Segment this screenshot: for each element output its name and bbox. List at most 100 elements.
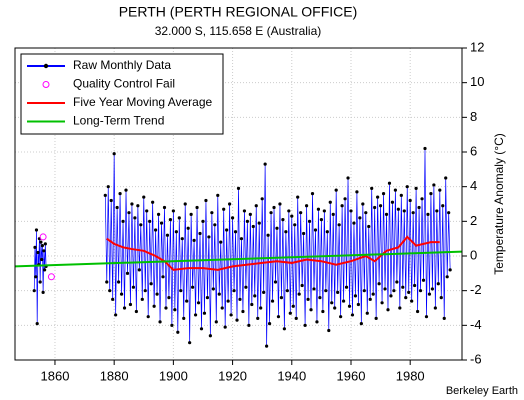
raw-point	[272, 205, 276, 210]
raw-point	[191, 285, 195, 289]
raw-point	[256, 316, 260, 320]
raw-point	[353, 294, 358, 298]
raw-point	[423, 146, 427, 151]
raw-point	[327, 328, 331, 333]
raw-point	[182, 316, 186, 320]
raw-point	[225, 228, 229, 232]
raw-point	[349, 209, 353, 213]
raw-point	[359, 322, 363, 326]
raw-point	[340, 204, 344, 208]
raw-point	[287, 209, 291, 213]
y-tick-label: 10	[470, 74, 484, 89]
raw-point	[373, 205, 377, 210]
raw-point	[429, 192, 433, 196]
raw-point	[115, 205, 119, 210]
raw-point	[347, 304, 352, 308]
raw-point	[213, 223, 217, 227]
raw-point	[337, 223, 341, 227]
raw-point	[288, 311, 292, 315]
raw-point	[408, 198, 412, 203]
raw-point	[217, 292, 221, 296]
raw-point	[285, 289, 289, 293]
raw-point	[257, 221, 261, 225]
raw-point	[168, 218, 173, 222]
raw-point	[38, 280, 42, 284]
raw-point	[177, 216, 181, 220]
raw-point	[415, 309, 420, 314]
raw-point	[330, 301, 334, 305]
raw-point	[273, 280, 278, 284]
raw-point	[362, 289, 366, 293]
raw-point	[265, 344, 269, 348]
raw-point	[399, 193, 403, 197]
raw-point	[233, 230, 238, 234]
raw-point	[145, 209, 149, 213]
raw-point	[155, 292, 159, 296]
raw-point	[211, 287, 215, 291]
raw-point	[442, 316, 446, 320]
raw-point	[239, 237, 244, 241]
raw-point	[370, 186, 374, 190]
raw-point	[202, 311, 207, 315]
raw-point	[374, 316, 378, 320]
raw-point	[173, 308, 177, 312]
raw-point	[183, 202, 187, 206]
raw-point	[291, 304, 295, 308]
raw-point	[134, 309, 138, 314]
x-tick-label: 1980	[396, 368, 425, 383]
raw-point	[275, 226, 279, 230]
chart-title: PERTH (PERTH REGIONAL OFFICE)	[119, 4, 358, 20]
raw-point	[39, 240, 43, 244]
raw-point	[260, 197, 264, 201]
raw-point	[276, 315, 281, 319]
plot-frame	[14, 47, 463, 361]
raw-point	[433, 306, 437, 310]
raw-point	[228, 202, 232, 206]
raw-point	[219, 240, 223, 244]
raw-point	[229, 313, 233, 317]
raw-point	[143, 289, 147, 293]
raw-point	[124, 188, 128, 192]
raw-point	[236, 186, 241, 190]
raw-point	[250, 302, 254, 307]
raw-point	[216, 193, 220, 197]
raw-point	[164, 306, 168, 310]
raw-point	[151, 200, 155, 204]
raw-point	[43, 242, 47, 246]
raw-point	[159, 221, 164, 225]
raw-point	[148, 219, 152, 223]
raw-point	[193, 313, 198, 317]
raw-point	[404, 296, 408, 300]
raw-point	[244, 285, 248, 289]
raw-point	[444, 176, 448, 180]
raw-point	[235, 318, 239, 322]
raw-point	[205, 296, 210, 300]
raw-point	[371, 292, 375, 296]
raw-point	[170, 323, 174, 327]
y-axis-label: Temperature Anomaly (°C)	[492, 133, 506, 275]
raw-point	[448, 268, 452, 272]
raw-point	[192, 238, 196, 242]
raw-point	[390, 200, 395, 204]
trend-line	[14, 250, 463, 268]
raw-point	[238, 297, 242, 301]
y-tick-label: 6	[470, 143, 477, 158]
raw-point	[108, 289, 112, 293]
raw-point	[401, 285, 405, 289]
raw-point	[376, 195, 380, 199]
raw-point	[383, 287, 387, 291]
raw-point	[396, 207, 400, 211]
raw-point	[306, 297, 310, 301]
raw-point	[32, 289, 36, 293]
raw-point	[424, 315, 429, 319]
raw-point	[171, 209, 175, 213]
raw-point	[346, 176, 350, 180]
raw-point	[266, 233, 270, 237]
raw-point	[112, 152, 116, 156]
legend-symbol	[42, 81, 50, 88]
raw-point	[356, 302, 360, 307]
raw-point	[279, 296, 284, 300]
legend-label: Five Year Moving Average	[73, 95, 213, 109]
raw-point	[208, 334, 212, 338]
y-tick-label: -4	[470, 317, 482, 332]
